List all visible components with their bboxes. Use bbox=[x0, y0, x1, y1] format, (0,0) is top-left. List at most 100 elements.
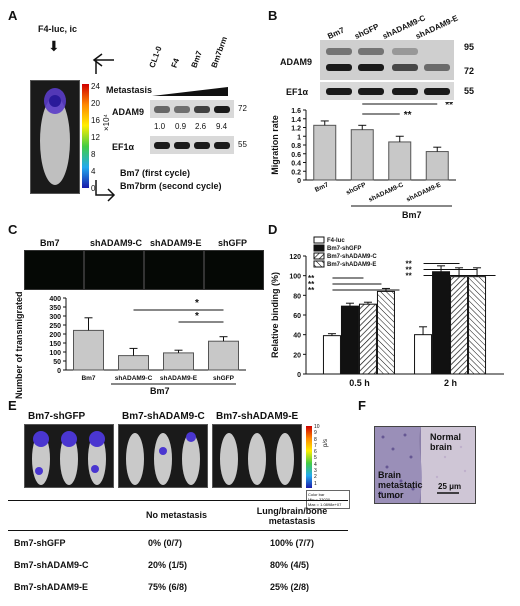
x-tick-label: shGFP bbox=[345, 181, 368, 196]
transmigration-image-shadam9-c bbox=[84, 250, 144, 290]
y-tick-label: 100 bbox=[289, 274, 301, 281]
y-tick-label: 250 bbox=[49, 323, 61, 330]
bar bbox=[118, 355, 149, 371]
injection-arrow-icon: ⬇ bbox=[48, 38, 60, 54]
blot-a-adam9-kda: 72 bbox=[238, 104, 247, 113]
scale-bar-label: 25 μm bbox=[438, 482, 462, 491]
table-row-1-no-met: 0% (0/7) bbox=[148, 538, 183, 548]
legend-a-line1: Bm7 (first cycle) bbox=[120, 168, 191, 178]
image-c-label-3: shADAM9-E bbox=[150, 238, 202, 248]
legend-label: Bm7-shGFP bbox=[327, 246, 361, 252]
y-tick-label: 150 bbox=[49, 341, 61, 348]
x-tick-label: Bm7 bbox=[314, 181, 330, 193]
x-tick-label: Bm7 bbox=[81, 375, 95, 382]
legend-swatch bbox=[313, 244, 325, 252]
significance-mark: ** bbox=[406, 272, 413, 281]
legend-a-line2: Bm7brm (second cycle) bbox=[120, 181, 222, 191]
blot-b-adam9-label: ADAM9 bbox=[280, 57, 313, 67]
y-tick-label: 40 bbox=[293, 333, 301, 340]
y-tick-label: 0 bbox=[297, 372, 301, 379]
histology-image bbox=[374, 426, 476, 504]
transmigration-chart: 0 50 100 150 200 250 300 350 400 Number of transm… bbox=[14, 292, 246, 399]
bar bbox=[468, 276, 487, 375]
blot-b-kda-72: 72 bbox=[464, 66, 475, 76]
quant-value-1: 1.0 bbox=[154, 122, 166, 131]
panel-d-label: D bbox=[268, 222, 278, 237]
mice-image-shadam9-e bbox=[212, 424, 302, 488]
blot-b-ef1a bbox=[320, 82, 454, 100]
y-axis-label: Relative binding (%) bbox=[270, 272, 280, 358]
table-row-2-met: 80% (4/5) bbox=[270, 560, 310, 570]
significance-mark: ** bbox=[308, 286, 315, 295]
legend-swatch bbox=[313, 236, 325, 244]
image-c-label-4: shGFP bbox=[218, 238, 248, 248]
x-tick-label: shADAM9-C bbox=[368, 181, 405, 203]
bar bbox=[425, 151, 449, 181]
table-header-met: Lung/brain/bone metastasis bbox=[256, 506, 328, 526]
quant-value-4: 9.4 bbox=[216, 122, 228, 131]
significance-mark: ** bbox=[308, 280, 315, 289]
bar bbox=[350, 129, 374, 181]
y-tick-label: 60 bbox=[293, 313, 301, 320]
legend-label: F4-luc bbox=[327, 238, 345, 244]
colorbar-a bbox=[82, 84, 89, 188]
table-row-1-met: 100% (7/7) bbox=[270, 538, 315, 548]
significance-mark: * bbox=[195, 311, 199, 322]
x-tick-label: shGFP bbox=[213, 375, 235, 382]
group-e-title-2: Bm7-shADAM9-C bbox=[122, 411, 205, 422]
mice-image-shadam9-c bbox=[118, 424, 208, 488]
y-tick-label: 100 bbox=[49, 350, 61, 357]
y-tick-label: 80 bbox=[293, 293, 301, 300]
significance-mark: ** bbox=[406, 260, 413, 269]
group-e-title-1: Bm7-shGFP bbox=[28, 411, 86, 422]
blot-b-ef1a-label: EF1α bbox=[286, 87, 309, 97]
significance-mark: ** bbox=[404, 110, 412, 121]
lane-label-b-1: Bm7 bbox=[326, 25, 346, 41]
blot-b-kda-95: 95 bbox=[464, 42, 475, 52]
lane-label-a-3: Bm7 bbox=[189, 49, 204, 69]
significance-mark: ** bbox=[445, 102, 453, 111]
region-normal-brain: Normal brain bbox=[430, 432, 462, 452]
bar bbox=[376, 290, 395, 375]
table-header-rule bbox=[8, 530, 348, 531]
colorbar-e-ticks: 10 9 8 7 6 5 4 3 2 1 bbox=[314, 424, 320, 487]
y-tick-label: 400 bbox=[49, 296, 61, 303]
y-axis-label: Migration rate bbox=[270, 115, 280, 175]
panel-f-label: F bbox=[358, 398, 366, 413]
bar bbox=[208, 340, 239, 371]
y-tick-label: 0.8 bbox=[291, 143, 301, 150]
lane-label-a-1: CL1-0 bbox=[147, 45, 164, 69]
panel-c-label: C bbox=[8, 222, 18, 237]
lane-label-b-2: shGFP bbox=[353, 21, 381, 41]
mouse-luciferase-image bbox=[30, 80, 80, 194]
table-row-3-no-met: 75% (6/8) bbox=[148, 582, 188, 592]
y-tick-label: 200 bbox=[49, 332, 61, 339]
blot-a-ef1a bbox=[150, 136, 234, 154]
colorbar-e-notes: Color bar Min = 33030 Max = 1.0898e+07 bbox=[306, 490, 350, 509]
transmigration-image-shadam9-e bbox=[144, 250, 204, 290]
significance-mark: ** bbox=[308, 274, 315, 283]
blot-a-adam9-label: ADAM9 bbox=[112, 107, 145, 117]
panel-e-label: E bbox=[8, 398, 17, 413]
colorbar-e bbox=[306, 426, 312, 488]
table-top-rule bbox=[8, 500, 348, 501]
y-tick-label: 50 bbox=[53, 359, 61, 366]
image-c-label-2: shADAM9-C bbox=[90, 238, 143, 248]
x-tick-label: shADAM9-E bbox=[160, 375, 198, 382]
bar bbox=[450, 276, 469, 375]
table-row-3-met: 25% (2/8) bbox=[270, 582, 310, 592]
flow-arrows bbox=[92, 53, 116, 202]
bar bbox=[73, 329, 104, 371]
metastasis-table: No metastasis Lung/brain/bone metastasis… bbox=[8, 496, 348, 600]
legend-label: Bm7-shADAM9-C bbox=[327, 254, 377, 260]
significance-mark: ** bbox=[406, 266, 413, 275]
table-row-2-name: Bm7-shADAM9-C bbox=[14, 560, 89, 570]
lane-label-a-2: F4 bbox=[169, 57, 182, 69]
blot-b-kda-55: 55 bbox=[464, 86, 475, 96]
panel-b-label: B bbox=[268, 8, 278, 23]
blot-a-ef1a-label: EF1α bbox=[112, 142, 135, 152]
x-tick-label: 2 h bbox=[444, 378, 457, 388]
y-tick-label: 1 bbox=[297, 134, 301, 141]
table-row-1-name: Bm7-shGFP bbox=[14, 538, 66, 548]
bar bbox=[358, 303, 377, 375]
